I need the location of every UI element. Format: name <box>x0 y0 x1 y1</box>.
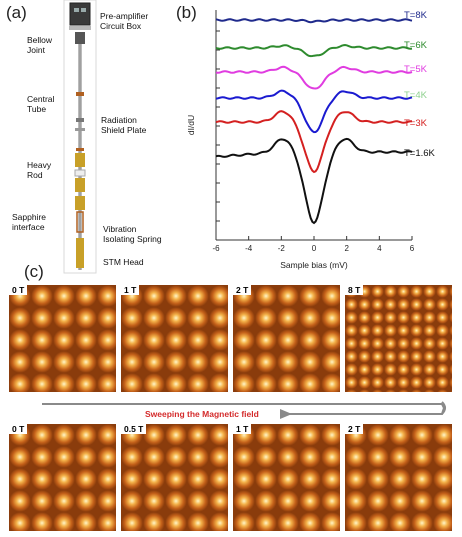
annotation-vibration: Vibration Isolating Spring <box>103 224 162 244</box>
x-tick-label: 0 <box>312 244 317 253</box>
annotation-preamp: Pre-amplifier Circuit Box <box>100 11 149 31</box>
x-tick-label: -6 <box>212 244 220 253</box>
dIdU-chart: -6 -4 -2 0 2 4 6 Sample bias (mV) dI/dU T=8K T=6K T… <box>186 10 436 270</box>
annotation-stm: STM Head <box>103 257 144 267</box>
series-legend-label: T=1.6K <box>404 148 436 159</box>
annotation-heavy: Heavy Rod <box>27 160 52 180</box>
field-label: 1 T <box>233 424 252 434</box>
field-label: 1 T <box>121 285 140 295</box>
series-legend-label: T=8K <box>404 10 428 21</box>
bellow-joint <box>75 32 85 44</box>
y-axis-label: dI/dU <box>186 115 196 135</box>
stm-topograph-tile: 8 T <box>345 285 452 392</box>
stm-topograph-tile: 2 T <box>233 285 340 392</box>
field-label: 2 T <box>345 424 364 434</box>
x-tick-label: 6 <box>410 244 415 253</box>
series-line <box>215 110 412 174</box>
stm-insert-diagram <box>63 0 97 274</box>
stm-topograph-tile: 0.5 T <box>121 424 228 531</box>
x-tick-label: 2 <box>344 244 349 253</box>
annotation-radiation: Radiation Shield Plate <box>101 115 147 135</box>
stm-topograph-tile: 1 T <box>121 285 228 392</box>
field-label: 8 T <box>345 285 364 295</box>
annotation-sapphire: Sapphire interface <box>12 212 47 232</box>
field-label: 0 T <box>9 424 28 434</box>
series-legend-label: T=3K <box>404 118 428 129</box>
stm-topograph-tile: 0 T <box>9 424 116 531</box>
panel-a-label: (a) <box>6 3 27 22</box>
x-tick-label: -4 <box>245 244 253 253</box>
series-line <box>215 18 413 24</box>
annotation-central: Central Tube <box>27 94 55 114</box>
field-label: 0 T <box>9 285 28 295</box>
series-legend-label: T=5K <box>404 64 428 75</box>
x-tick-label: 4 <box>377 244 382 253</box>
series-line <box>215 89 413 134</box>
heavy-rod <box>75 153 85 167</box>
series-line <box>215 137 413 225</box>
stm-topograph-tile: 2 T <box>345 424 452 531</box>
panel-b-label: (b) <box>176 3 197 22</box>
x-tick-label: -2 <box>278 244 286 253</box>
series-line <box>215 65 413 90</box>
stm-topograph-tile: 1 T <box>233 424 340 531</box>
annotation-bellow: Bellow Joint <box>27 35 53 55</box>
stm-head <box>76 238 84 268</box>
series-line <box>215 43 413 58</box>
panel-c-label: (c) <box>24 262 44 281</box>
field-label: 0.5 T <box>121 424 147 434</box>
sweep-arrow <box>42 401 446 419</box>
sweep-label: Sweeping the Magnetic field <box>145 409 259 419</box>
series-legend-label: T=6K <box>404 40 428 51</box>
x-axis-label: Sample bias (mV) <box>280 260 348 270</box>
stm-topograph-tile: 0 T <box>9 285 116 392</box>
field-label: 2 T <box>233 285 252 295</box>
series-legend-label: T=4K <box>404 90 428 101</box>
preamp-box <box>69 2 91 26</box>
